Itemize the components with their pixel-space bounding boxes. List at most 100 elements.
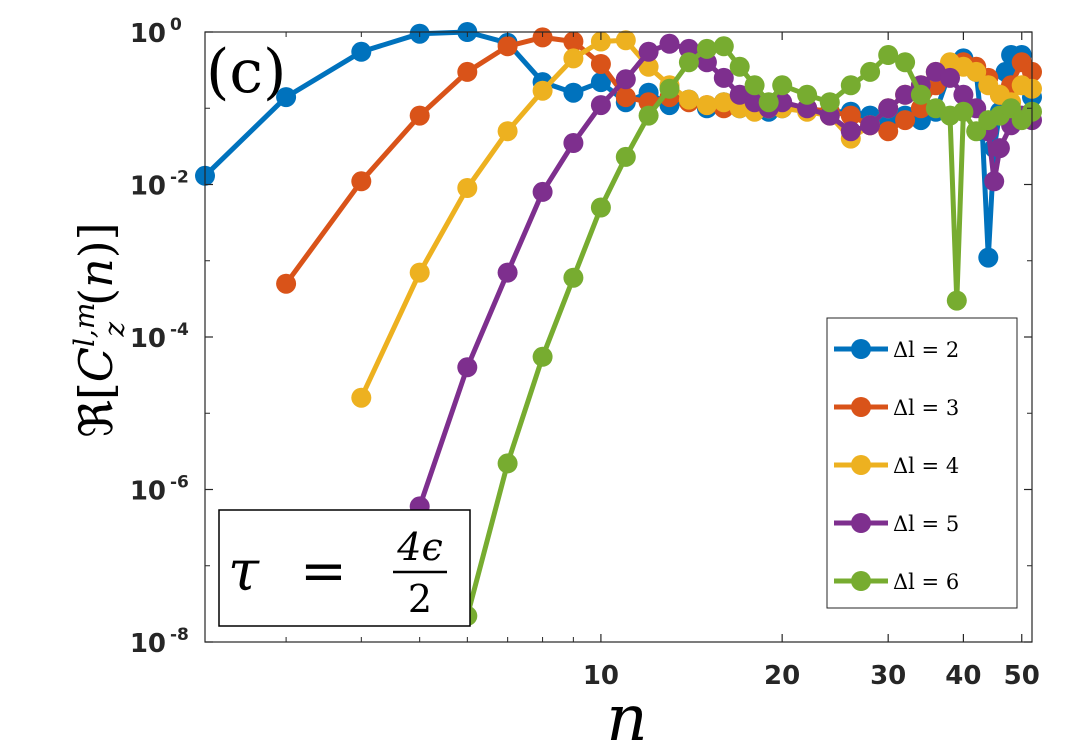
data-point <box>590 72 611 93</box>
y-tick-exponent: -6 <box>170 473 189 493</box>
data-point <box>276 87 297 108</box>
tau-denominator: 2 <box>408 577 432 621</box>
data-point <box>532 80 553 101</box>
x-tick-label: 40 <box>945 661 981 691</box>
data-point <box>910 84 931 105</box>
data-point <box>713 67 734 88</box>
data-point <box>840 75 861 96</box>
panel-label: (c) <box>206 37 286 107</box>
y-axis-label: ℜ[Cl,mz(n)] <box>68 222 131 437</box>
data-point <box>590 197 611 218</box>
data-point <box>590 54 611 74</box>
data-point <box>351 41 372 62</box>
y-tick-label: 10 <box>130 172 166 202</box>
data-point <box>984 171 1005 192</box>
data-point <box>895 110 916 131</box>
data-point <box>895 84 916 105</box>
data-point <box>638 41 659 62</box>
y-axis-label-text: ℜ[Cl,mz(n)] <box>68 222 131 437</box>
series-layer <box>195 22 1042 626</box>
series-6 <box>457 36 1042 626</box>
data-point <box>953 84 974 105</box>
legend-label: Δl = 4 <box>893 454 959 478</box>
data-point <box>729 84 750 105</box>
y-tick-exponent: -8 <box>170 625 189 645</box>
y-tick-label: 10 <box>130 477 166 507</box>
legend-entry: Δl = 6 <box>834 570 959 594</box>
legend-label: Δl = 5 <box>893 512 959 536</box>
data-point <box>659 78 680 99</box>
data-point <box>563 31 584 52</box>
data-point <box>840 105 861 126</box>
legend: Δl = 2 Δl = 3 Δl = 4 Δl = 5 Δl = 6 <box>826 317 1018 609</box>
legend-label: Δl = 6 <box>893 570 959 594</box>
data-point <box>563 267 584 288</box>
legend-marker <box>851 455 871 475</box>
data-point <box>878 45 899 65</box>
data-point <box>840 121 861 142</box>
legend-marker <box>851 571 871 591</box>
legend-marker <box>851 397 871 417</box>
data-point <box>497 121 518 142</box>
legend-entry: Δl = 2 <box>834 338 959 362</box>
data-point <box>457 178 478 198</box>
legend-marker <box>851 339 871 359</box>
legend-label: Δl = 3 <box>893 396 959 420</box>
data-point <box>409 105 430 126</box>
data-point <box>713 92 734 113</box>
data-point <box>696 38 717 59</box>
x-tick-label: 50 <box>1004 661 1040 691</box>
data-point <box>772 75 793 96</box>
data-point <box>678 89 699 110</box>
data-point <box>563 133 584 153</box>
tau-symbol: τ <box>228 539 260 604</box>
data-point <box>532 181 553 202</box>
data-point <box>678 52 699 73</box>
data-point <box>797 84 818 105</box>
data-point <box>563 82 584 103</box>
data-point <box>532 27 553 48</box>
data-point <box>638 56 659 77</box>
y-tick-label: 10 <box>130 19 166 49</box>
data-point <box>638 105 659 126</box>
data-point <box>758 92 779 113</box>
data-point <box>497 36 518 57</box>
legend-entry: Δl = 4 <box>834 454 959 478</box>
data-point <box>590 95 611 116</box>
data-point <box>532 346 553 367</box>
data-point <box>878 98 899 119</box>
data-point <box>696 95 717 116</box>
data-point <box>563 48 584 69</box>
data-point <box>615 30 636 51</box>
y-tick-exponent: -4 <box>170 320 189 340</box>
data-point <box>497 453 518 474</box>
data-point <box>940 67 960 88</box>
data-point <box>953 101 974 122</box>
data-point <box>895 52 916 73</box>
data-point <box>989 138 1010 159</box>
legend-label: Δl = 2 <box>893 338 959 362</box>
legend-entry: Δl = 3 <box>834 396 959 420</box>
data-point <box>713 36 734 57</box>
data-point <box>457 357 478 378</box>
data-point <box>819 92 840 113</box>
tau-equals: = <box>300 539 347 604</box>
y-tick-label: 10 <box>130 629 166 659</box>
data-point <box>351 171 372 192</box>
data-point <box>729 56 750 77</box>
data-point <box>457 61 478 82</box>
data-point <box>860 61 881 82</box>
data-point <box>860 115 881 136</box>
tau-annotation-box <box>218 509 471 627</box>
y-tick-label: 10 <box>130 324 166 354</box>
y-tick-exponent: 0 <box>170 15 182 35</box>
data-point <box>615 146 636 167</box>
data-point <box>276 273 297 294</box>
data-point <box>966 61 987 82</box>
data-point <box>744 75 765 96</box>
x-tick-label: 30 <box>870 661 906 691</box>
data-point <box>978 247 999 268</box>
y-tick-exponent: -2 <box>170 168 189 188</box>
